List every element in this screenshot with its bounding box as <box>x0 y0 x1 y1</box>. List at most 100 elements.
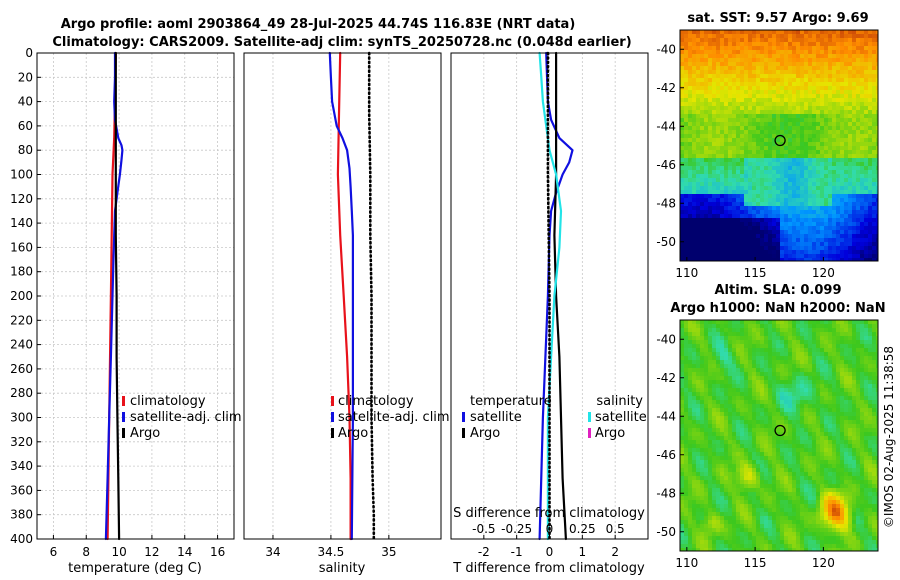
heatmap-cell <box>872 396 877 401</box>
x-tick-label: 6 <box>50 545 58 559</box>
heatmap-cell <box>772 118 777 123</box>
heatmap-cell <box>868 226 873 231</box>
heatmap-cell <box>812 456 817 461</box>
heatmap-cell <box>844 82 849 87</box>
heatmap-cell <box>808 254 813 259</box>
heatmap-cell <box>864 62 869 67</box>
heatmap-cell <box>692 142 697 147</box>
heatmap-cell <box>684 198 689 203</box>
heatmap-cell <box>836 86 841 91</box>
heatmap-cell <box>876 432 878 437</box>
legend-title-salinity: salinity <box>596 394 643 409</box>
heatmap-cell <box>716 106 721 111</box>
heatmap-cell <box>792 90 797 95</box>
heatmap-cell <box>728 194 733 199</box>
heatmap-cell <box>716 142 721 147</box>
heatmap-cell <box>856 356 861 361</box>
heatmap-cell <box>876 82 878 87</box>
heatmap-cell <box>684 34 689 39</box>
heatmap-cell <box>868 118 873 123</box>
heatmap-cell <box>768 360 773 365</box>
heatmap-cell <box>716 194 721 199</box>
heatmap-cell <box>716 58 721 63</box>
heatmap-cell <box>792 122 797 127</box>
heatmap-cell <box>768 246 773 251</box>
heatmap-cell <box>740 166 745 171</box>
heatmap-cell <box>804 436 809 441</box>
heatmap-cell <box>856 162 861 167</box>
heatmap-cell <box>768 134 773 139</box>
heatmap-cell <box>712 186 717 191</box>
heatmap-cell <box>800 460 805 465</box>
heatmap-cell <box>836 166 841 171</box>
heatmap-cell <box>860 230 865 235</box>
heatmap-cell <box>848 118 853 123</box>
heatmap-cell <box>768 214 773 219</box>
heatmap-cell <box>724 324 729 329</box>
heatmap-cell <box>860 110 865 115</box>
heatmap-cell <box>752 106 757 111</box>
heatmap-cell <box>828 254 833 259</box>
heatmap-cell <box>828 66 833 71</box>
heatmap-cell <box>792 102 797 107</box>
heatmap-cell <box>728 348 733 353</box>
heatmap-cell <box>772 444 777 449</box>
heatmap-cell <box>772 46 777 51</box>
heatmap-cell <box>712 258 717 261</box>
heatmap-cell <box>744 352 749 357</box>
heatmap-cell <box>800 230 805 235</box>
heatmap-cell <box>740 420 745 425</box>
heatmap-cell <box>696 178 701 183</box>
heatmap-cell <box>780 320 785 325</box>
heatmap-cell <box>680 190 685 195</box>
heatmap-cell <box>716 94 721 99</box>
heatmap-cell <box>740 142 745 147</box>
heatmap-cell <box>684 142 689 147</box>
heatmap-cell <box>756 46 761 51</box>
heatmap-cell <box>876 452 878 457</box>
heatmap-cell <box>744 166 749 171</box>
heatmap-cell <box>792 126 797 131</box>
heatmap-cell <box>788 348 793 353</box>
heatmap-cell <box>832 126 837 131</box>
heatmap-cell <box>852 46 857 51</box>
heatmap-cell <box>696 324 701 329</box>
heatmap-cell <box>768 372 773 377</box>
heatmap-cell <box>828 340 833 345</box>
heatmap-cell <box>740 432 745 437</box>
heatmap-cell <box>864 98 869 103</box>
heatmap-cell <box>816 178 821 183</box>
heatmap-cell <box>784 238 789 243</box>
heatmap-cell <box>876 134 878 139</box>
heatmap-cell <box>800 238 805 243</box>
heatmap-cell <box>760 102 765 107</box>
heatmap-cell <box>800 86 805 91</box>
heatmap-cell <box>792 376 797 381</box>
heatmap-cell <box>752 146 757 151</box>
heatmap-cell <box>688 452 693 457</box>
heatmap-cell <box>856 452 861 457</box>
heatmap-cell <box>748 154 753 159</box>
heatmap-cell <box>748 420 753 425</box>
heatmap-cell <box>740 412 745 417</box>
heatmap-cell <box>764 114 769 119</box>
heatmap-cell <box>840 460 845 465</box>
heatmap-cell <box>816 456 821 461</box>
heatmap-cell <box>844 258 849 261</box>
heatmap-cell <box>808 460 813 465</box>
heatmap-cell <box>868 134 873 139</box>
heatmap-cell <box>792 448 797 453</box>
heatmap-cell <box>744 408 749 413</box>
heatmap-cell <box>856 102 861 107</box>
heatmap-cell <box>800 380 805 385</box>
heatmap-cell <box>724 336 729 341</box>
heatmap-cell <box>820 444 825 449</box>
heatmap-cell <box>740 242 745 247</box>
heatmap-cell <box>776 62 781 67</box>
heatmap-cell <box>692 38 697 43</box>
heatmap-cell <box>744 162 749 167</box>
heatmap-cell <box>720 110 725 115</box>
heatmap-cell <box>828 416 833 421</box>
heatmap-cell <box>836 440 841 445</box>
heatmap-cell <box>708 206 713 211</box>
